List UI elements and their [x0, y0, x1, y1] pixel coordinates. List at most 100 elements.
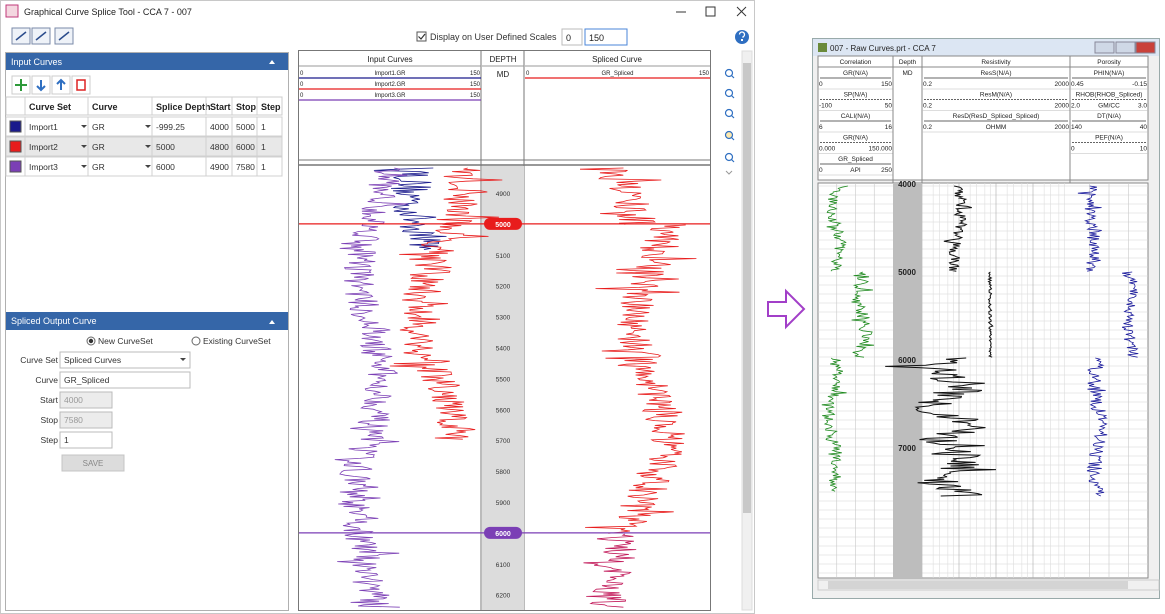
dropdown-arrow: [180, 358, 186, 361]
curve-color: [9, 140, 22, 153]
close-button: [736, 6, 747, 17]
log-scale-right: 10: [1140, 146, 1148, 153]
table-cell: GR: [92, 122, 105, 132]
zoom-tool[interactable]: [724, 88, 734, 98]
log-trace: [1077, 185, 1102, 272]
log-scale-left: -100: [819, 103, 832, 110]
log-scale-left: 2.0: [1071, 103, 1080, 110]
field-input[interactable]: [59, 351, 191, 369]
checkbox[interactable]: [416, 31, 427, 42]
save-label: SAVE: [83, 459, 104, 468]
log-scale-left: 6: [819, 124, 823, 131]
zoom-tool[interactable]: [724, 68, 734, 78]
curve-name: Import2.GR: [374, 82, 406, 88]
maximize-button: [705, 6, 716, 17]
scale-min-input[interactable]: [561, 28, 583, 46]
radio-button[interactable]: [191, 336, 201, 346]
table-cell: Import2: [29, 142, 58, 152]
curve-name: GR_Spliced: [601, 71, 633, 77]
depth-label: 5300: [496, 315, 511, 322]
toolbar-icon: [58, 31, 70, 41]
log-window-button[interactable]: [1094, 41, 1115, 54]
field-value: 7580: [64, 415, 83, 425]
log-curve-name: ResM(N/A): [980, 92, 1012, 99]
log-app-icon: [818, 43, 827, 52]
table-cell: Import3: [29, 162, 58, 172]
dropdown-arrow: [145, 165, 151, 168]
panel-button[interactable]: [71, 75, 91, 95]
log-window-button[interactable]: [1115, 41, 1136, 54]
log-track-title: Correlation: [840, 59, 872, 66]
curve-trace: [583, 533, 637, 608]
track-title: Spliced Curve: [592, 55, 642, 64]
help-icon: [741, 39, 743, 41]
scale-min: 0: [526, 71, 530, 77]
field-input: [59, 411, 113, 429]
collapse-icon[interactable]: [269, 320, 275, 324]
app-icon: [5, 4, 19, 18]
down-icon: [36, 80, 46, 92]
scale-max: 150: [470, 71, 481, 77]
field-value: Spliced Curves: [64, 355, 121, 365]
log-title-bar: [813, 39, 1159, 56]
log-track-title: Depth: [899, 59, 917, 66]
splice-badge[interactable]: [484, 526, 522, 539]
toolbar-icon: [35, 31, 47, 41]
dropdown-arrow: [81, 145, 87, 148]
field-label: Stop: [41, 415, 59, 425]
zoom-tool[interactable]: [724, 108, 734, 118]
scale-max: 150: [699, 71, 710, 77]
table-cell: 5000: [156, 142, 175, 152]
flow-arrow: [767, 288, 806, 330]
up-icon: [56, 78, 66, 90]
curve-color: [9, 160, 22, 173]
scale-max-input[interactable]: [584, 28, 628, 46]
table-cell: GR: [92, 162, 105, 172]
collapse-icon[interactable]: [269, 60, 275, 64]
log-depth-label: 4000: [898, 180, 916, 189]
column-header: Stop: [236, 102, 256, 112]
table-cell: 6000: [236, 142, 255, 152]
zoom-tool[interactable]: [724, 152, 734, 162]
splice-badge[interactable]: [484, 217, 522, 230]
table-cell: 1: [261, 122, 266, 132]
log-scrollbar-thumb[interactable]: [828, 581, 1128, 589]
log-curve-name: GR_Spliced: [838, 156, 873, 163]
column-header: Curve Set: [29, 102, 71, 112]
table-cell: 4900: [210, 162, 229, 172]
log-curve-name: MD: [902, 70, 912, 77]
field-input[interactable]: [59, 431, 113, 449]
log-depth-label: 5000: [898, 268, 916, 277]
depth-label: 5600: [496, 407, 511, 414]
zoom-tool[interactable]: [724, 130, 734, 140]
log-trace: [821, 357, 847, 492]
help-button[interactable]: [735, 30, 749, 44]
log-curve-name: DT(N/A): [1097, 113, 1121, 120]
scrollbar-thumb[interactable]: [743, 63, 751, 513]
depth-label: 6200: [496, 593, 511, 600]
log-curve-name: CALI(N/A): [841, 113, 871, 120]
depth-unit: MD: [497, 70, 510, 79]
curve-trace: [373, 167, 447, 250]
scale-min: 0: [300, 71, 304, 77]
table-row[interactable]: [5, 136, 283, 157]
table-row[interactable]: [5, 156, 283, 177]
zoom-tool-handle: [731, 137, 735, 141]
column-header: Curve: [92, 102, 118, 112]
field-label: Step: [41, 435, 59, 445]
depth-label: 5900: [496, 500, 511, 507]
log-trace: [943, 185, 972, 272]
field-input: [59, 391, 113, 409]
scale-max-value: 150: [589, 33, 604, 43]
log-curve-name: ResS(N/A): [980, 70, 1011, 77]
table-row[interactable]: [5, 116, 283, 137]
field-input[interactable]: [59, 371, 191, 389]
log-scale-right: 250: [881, 167, 892, 174]
radio-label: Existing CurveSet: [203, 336, 271, 346]
column-header: Start: [210, 102, 231, 112]
panel-title: Input Curves: [11, 57, 63, 67]
log-window-button[interactable]: [1135, 41, 1156, 54]
save-button[interactable]: [61, 454, 125, 472]
curve-name: Import1.GR: [374, 71, 406, 77]
display-scales-label: Display on User Defined Scales: [430, 32, 557, 42]
